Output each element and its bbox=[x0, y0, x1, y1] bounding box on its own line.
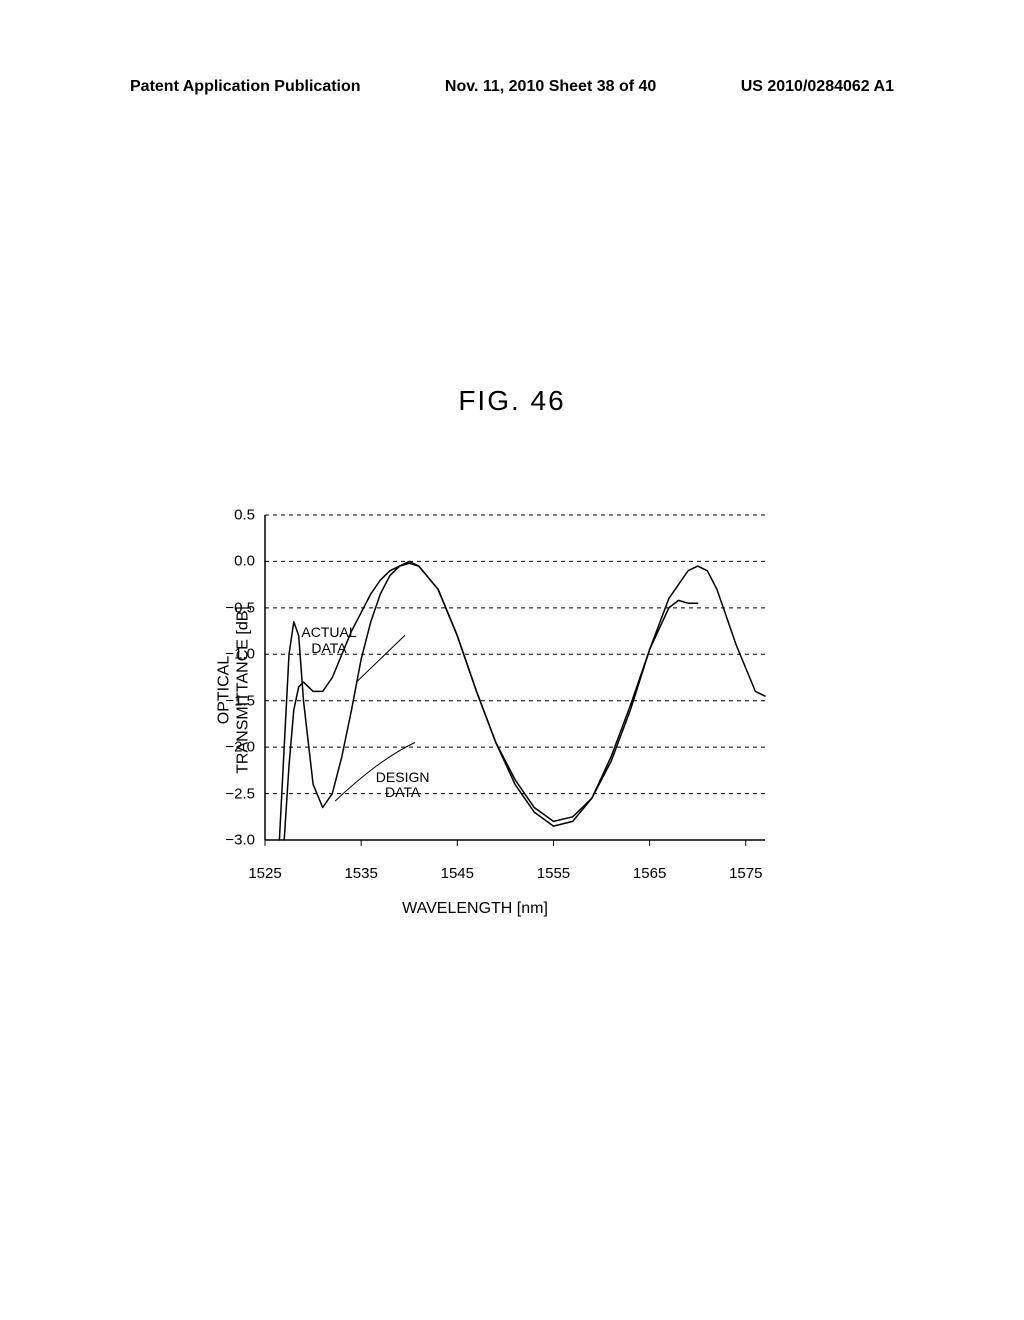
y-tick-label: −2.0 bbox=[225, 739, 255, 756]
x-tick-label: 1525 bbox=[248, 865, 281, 882]
x-tick-label: 1555 bbox=[537, 865, 570, 882]
header-left: Patent Application Publication bbox=[130, 78, 361, 96]
y-tick-label: −3.0 bbox=[225, 832, 255, 849]
x-tick-label: 1545 bbox=[441, 865, 474, 882]
header-right: US 2010/0284062 A1 bbox=[741, 78, 894, 96]
x-tick-label: 1535 bbox=[344, 865, 377, 882]
chart: OPTICAL TRANSMITTANCE [dB] WAVELENGTH [n… bbox=[165, 500, 785, 880]
header-center: Nov. 11, 2010 Sheet 38 of 40 bbox=[445, 78, 656, 96]
y-tick-label: −1.0 bbox=[225, 646, 255, 663]
y-tick-label: 0.0 bbox=[234, 553, 255, 570]
chart-plot bbox=[165, 500, 785, 880]
y-tick-label: −1.5 bbox=[225, 692, 255, 709]
actual-data-annotation: ACTUALDATA bbox=[301, 625, 356, 656]
y-tick-label: −2.5 bbox=[225, 785, 255, 802]
x-axis-label: WAVELENGTH [nm] bbox=[402, 900, 548, 918]
figure-title: FIG. 46 bbox=[458, 385, 565, 417]
y-tick-label: −0.5 bbox=[225, 599, 255, 616]
y-tick-label: 0.5 bbox=[234, 507, 255, 524]
design-data-annotation: DESIGNDATA bbox=[376, 770, 430, 801]
x-tick-label: 1575 bbox=[729, 865, 762, 882]
x-tick-label: 1565 bbox=[633, 865, 666, 882]
